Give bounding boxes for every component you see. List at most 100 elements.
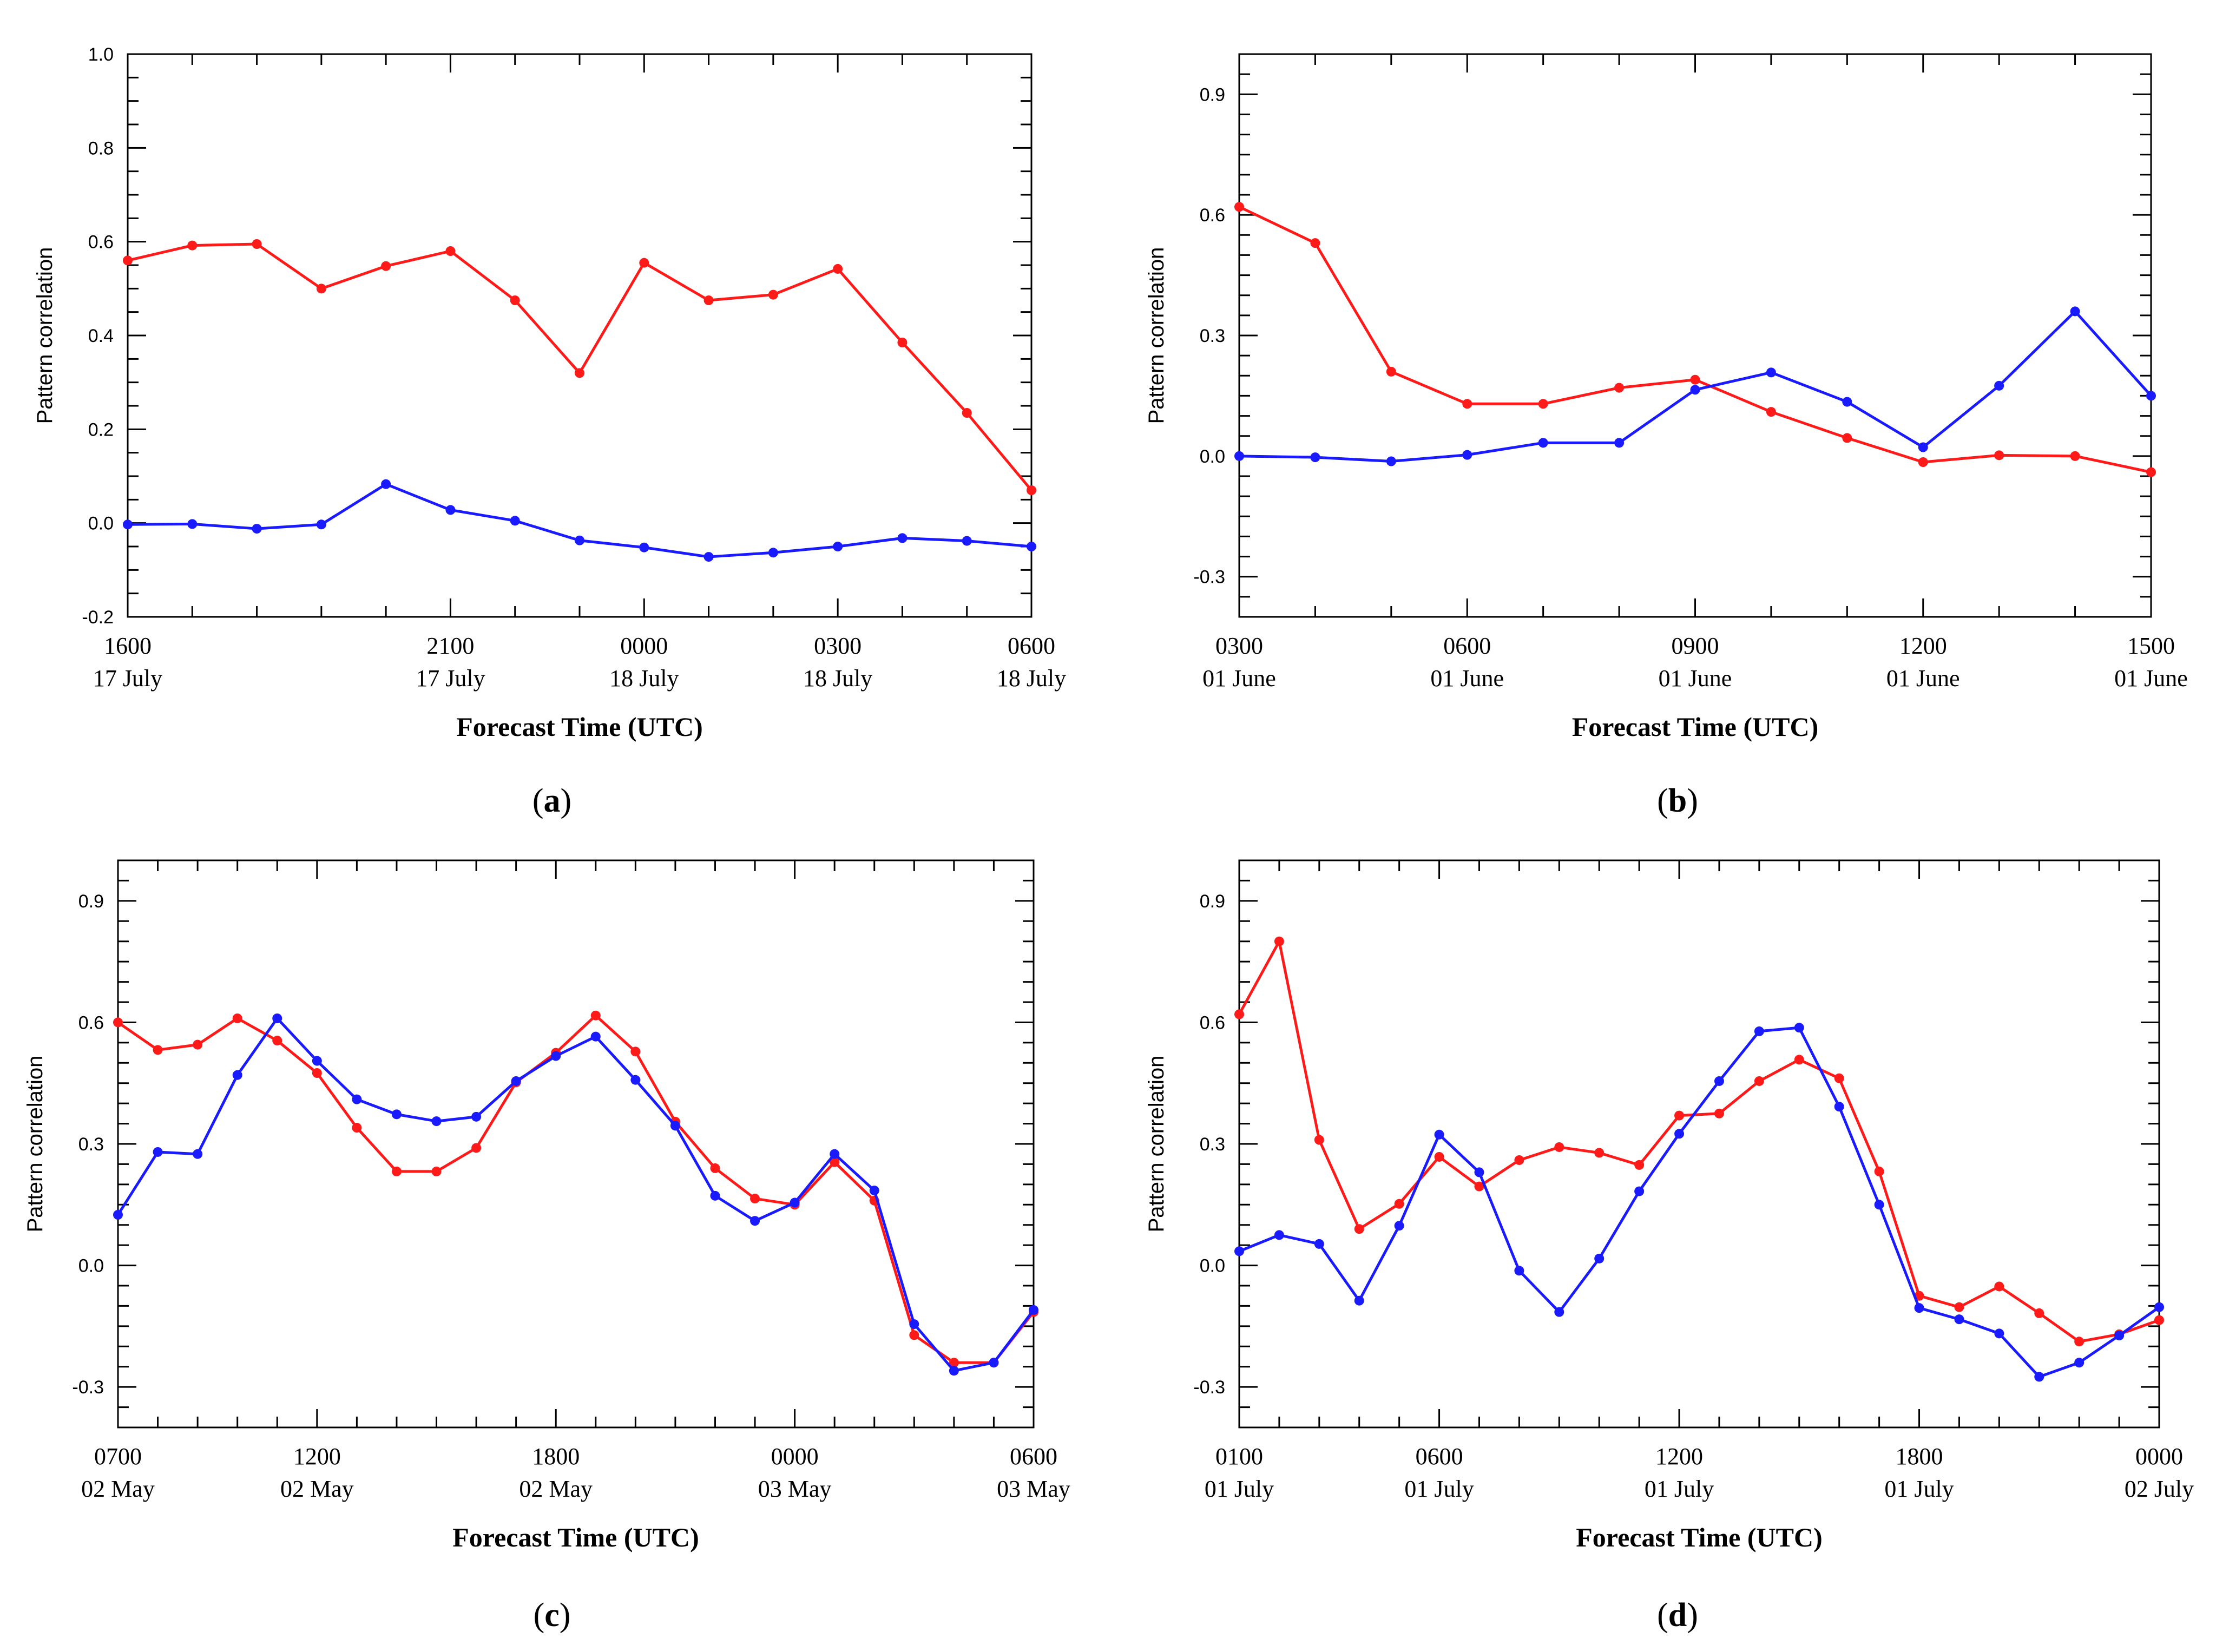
data-point-blue <box>1674 1129 1685 1139</box>
data-point-blue <box>1994 1328 2004 1339</box>
data-point-blue <box>1766 367 1776 378</box>
y-tick-label: -0.3 <box>1193 567 1225 588</box>
data-point-red <box>1714 1108 1724 1118</box>
data-point-blue <box>1474 1167 1484 1177</box>
data-point-blue <box>949 1366 959 1376</box>
data-point-blue <box>1794 1023 1804 1033</box>
data-point-red <box>1834 1073 1844 1083</box>
data-point-blue <box>511 1076 521 1086</box>
data-point-blue <box>1274 1230 1284 1240</box>
series-line-blue <box>1239 1026 2160 1378</box>
data-point-red <box>768 289 778 300</box>
panel-letter: d <box>1668 1597 1687 1634</box>
data-point-red <box>1314 1135 1324 1145</box>
x-tick-date-label: 01 June <box>1202 665 1276 692</box>
data-point-blue <box>1310 452 1320 463</box>
panel-b: -0.3 0.0 0.3 0.6 0.9 0300 01 June 0600 01 June 09… <box>1145 53 2188 819</box>
data-point-blue <box>2070 306 2080 317</box>
data-point-red <box>897 338 908 347</box>
data-point-blue <box>869 1186 879 1196</box>
x-tick-date-label: 01 June <box>2114 665 2188 692</box>
plot-frame <box>1238 53 2152 618</box>
data-point-blue <box>1754 1026 1764 1036</box>
series-line-red <box>1238 206 2152 474</box>
data-point-red <box>639 258 649 268</box>
panel-label: (c) <box>534 1597 571 1634</box>
series-line-blue <box>127 483 1032 558</box>
x-tick-date-label: 02 May <box>280 1476 354 1502</box>
data-point-blue <box>670 1121 680 1131</box>
data-point-blue <box>1614 438 1625 448</box>
data-point-blue <box>1634 1186 1645 1196</box>
data-point-red <box>1538 399 1548 409</box>
data-point-blue <box>1594 1253 1605 1263</box>
panel-c: -0.3 0.0 0.3 0.6 0.9 0700 02 May 1200 02 May 1800… <box>23 859 1070 1634</box>
data-point-red <box>232 1013 242 1023</box>
x-tick-time-label: 0600 <box>1416 1443 1463 1470</box>
data-point-red <box>431 1166 442 1176</box>
y-tick-label: 0.8 <box>88 138 114 159</box>
data-point-red <box>510 295 520 305</box>
data-point-blue <box>989 1358 999 1368</box>
data-point-red <box>1634 1160 1645 1170</box>
x-tick-date-label: 01 July <box>1205 1476 1274 1502</box>
x-tick-time-label: 0600 <box>1010 1443 1057 1470</box>
data-point-red <box>1690 374 1700 385</box>
plot-frame <box>117 859 1035 1429</box>
data-point-blue <box>703 552 714 562</box>
data-point-red <box>381 261 391 271</box>
panel-letter: b <box>1668 782 1687 819</box>
data-point-red <box>445 246 456 256</box>
x-axis-title: Forecast Time (UTC) <box>1572 712 1818 742</box>
data-point-red <box>391 1166 402 1176</box>
data-point-blue <box>1462 450 1472 460</box>
y-tick-label: 0.6 <box>88 232 114 253</box>
x-tick-date-label: 03 May <box>997 1476 1070 1502</box>
x-axis-title: Forecast Time (UTC) <box>452 1522 699 1552</box>
series-line-blue <box>116 1017 1035 1372</box>
data-point-blue <box>962 536 972 546</box>
data-point-blue <box>1714 1076 1724 1086</box>
x-tick-time-label: 1500 <box>2127 633 2175 659</box>
data-point-blue <box>471 1111 482 1122</box>
x-tick-time-label: 1200 <box>293 1443 341 1470</box>
panel-label: (a) <box>532 782 571 819</box>
y-tick-label: 0.0 <box>78 1256 104 1276</box>
x-tick-date-label: 18 July <box>997 665 1066 692</box>
data-point-blue <box>768 548 778 558</box>
x-tick-time-label: 1800 <box>1896 1443 1943 1470</box>
data-point-blue <box>1538 438 1548 448</box>
data-point-blue <box>575 535 584 545</box>
data-point-red <box>1027 485 1036 495</box>
data-point-red <box>1474 1181 1484 1192</box>
data-point-blue <box>1994 380 2004 391</box>
data-point-red <box>1310 238 1320 248</box>
y-tick-label: 0.4 <box>88 326 114 346</box>
data-point-red <box>1462 399 1472 409</box>
data-point-blue <box>2146 391 2156 401</box>
data-point-blue <box>1234 451 1244 461</box>
data-point-blue <box>750 1216 760 1226</box>
y-axis-title: Pattern correlation <box>33 247 57 424</box>
x-tick-time-label: 0600 <box>1008 633 1055 659</box>
data-point-blue <box>1027 542 1036 551</box>
data-point-red <box>962 408 972 418</box>
data-point-red <box>703 295 714 305</box>
x-tick-date-label: 01 June <box>1659 665 1732 692</box>
data-point-red <box>1594 1148 1605 1158</box>
data-point-blue <box>1554 1307 1564 1317</box>
x-tick-date-label: 01 July <box>1404 1476 1474 1502</box>
data-point-red <box>1674 1110 1685 1121</box>
x-tick-date-label: 18 July <box>609 665 679 692</box>
data-point-red <box>1994 1281 2004 1292</box>
y-tick-label: -0.2 <box>82 607 114 628</box>
data-point-red <box>1274 936 1284 946</box>
panel-d: -0.3 0.0 0.3 0.6 0.9 0100 01 July 0600 01 July 12… <box>1145 859 2194 1634</box>
data-point-blue <box>1918 442 1928 452</box>
data-point-red <box>1434 1151 1444 1162</box>
data-point-blue <box>909 1319 919 1330</box>
data-point-blue <box>830 1149 840 1159</box>
data-point-red <box>252 239 262 249</box>
data-point-blue <box>1514 1266 1524 1276</box>
